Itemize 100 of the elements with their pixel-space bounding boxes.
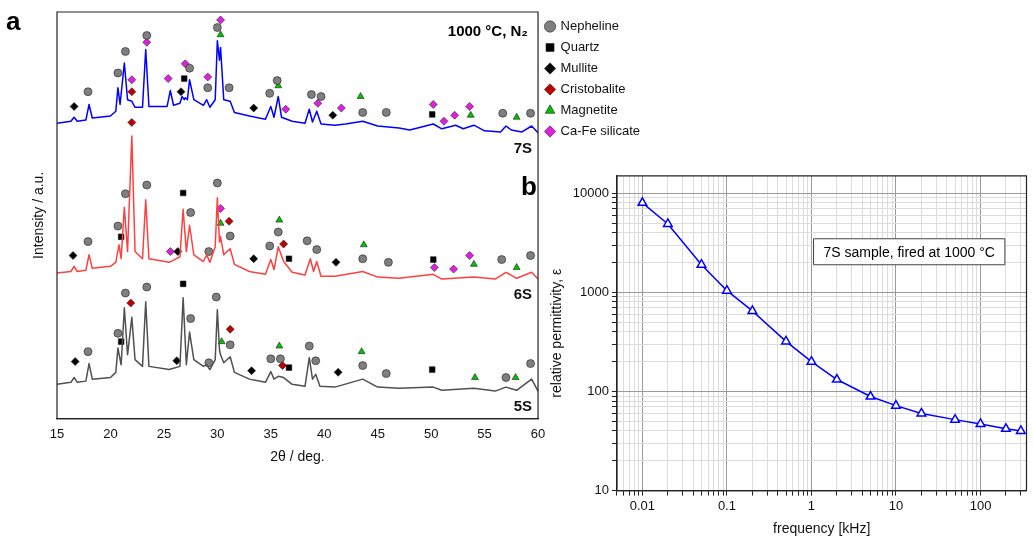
x-tick-label: 35 <box>263 425 279 441</box>
point <box>331 258 341 267</box>
point <box>225 340 235 350</box>
x-tick-label: 50 <box>423 425 439 441</box>
legend-label: Mullite <box>560 60 599 76</box>
point <box>337 103 346 113</box>
point <box>266 354 276 364</box>
point <box>225 231 235 241</box>
point <box>430 263 439 272</box>
point <box>216 30 225 38</box>
x-tick-label: 55 <box>477 425 492 441</box>
point <box>247 366 256 376</box>
point <box>83 237 93 246</box>
point <box>127 87 137 97</box>
point <box>163 74 173 83</box>
series-label: 5S <box>513 397 533 415</box>
x-tick-label: 45 <box>370 425 385 441</box>
point <box>512 263 521 270</box>
point <box>272 76 282 85</box>
point <box>316 92 326 101</box>
point <box>83 347 93 356</box>
point <box>69 102 79 111</box>
x-tick-label: 0.1 <box>717 497 736 513</box>
point <box>333 368 343 377</box>
point <box>313 98 323 108</box>
point <box>526 359 535 368</box>
point <box>307 90 316 99</box>
point <box>450 110 459 120</box>
point <box>429 111 436 118</box>
point <box>526 108 535 118</box>
point <box>285 255 293 262</box>
point <box>265 89 275 98</box>
point <box>213 23 222 32</box>
legend-label: Quartz <box>560 39 600 55</box>
point <box>142 180 152 190</box>
point <box>180 280 187 287</box>
legend-label: Ca-Fe silicate <box>560 123 640 139</box>
point <box>180 59 190 69</box>
point <box>142 31 152 40</box>
y-tick-label: 1000 <box>580 283 609 299</box>
annotation: 7S sample, fired at 1000 °C <box>823 243 995 260</box>
point <box>285 364 293 371</box>
point <box>360 240 368 248</box>
point <box>249 103 258 113</box>
x-tick-label: 10 <box>888 497 904 513</box>
point <box>356 92 365 99</box>
point <box>311 356 320 366</box>
point <box>83 87 93 97</box>
point <box>176 87 186 97</box>
point <box>172 356 182 366</box>
point <box>357 347 366 354</box>
text: a <box>6 6 21 36</box>
point <box>471 373 479 380</box>
y-tick-label: 100 <box>587 383 609 399</box>
legend-label: Cristobalite <box>560 81 626 97</box>
point <box>358 108 368 117</box>
point <box>449 264 458 274</box>
point <box>429 366 436 373</box>
point <box>213 178 222 188</box>
point <box>302 236 312 246</box>
point <box>203 83 213 93</box>
x-tick-label: 15 <box>49 425 65 441</box>
point <box>121 189 130 199</box>
point <box>203 72 213 82</box>
point <box>328 110 338 120</box>
point <box>312 245 322 254</box>
point <box>216 15 225 25</box>
point <box>265 241 275 251</box>
point <box>384 258 393 267</box>
point <box>180 189 187 197</box>
x-axis-title: frequency [kHz] <box>773 520 871 537</box>
y-tick-label: 10000 <box>572 184 609 200</box>
x-tick-label: 0.01 <box>629 497 656 513</box>
x-tick-label: 20 <box>103 425 118 441</box>
point <box>275 341 284 349</box>
series-label: 6S <box>513 285 533 303</box>
point <box>113 328 123 338</box>
point <box>304 341 314 351</box>
point <box>428 100 438 109</box>
point <box>211 292 221 302</box>
point <box>186 208 195 217</box>
x-tick-label: 60 <box>530 425 546 441</box>
x-tick-label: 1 <box>807 497 816 513</box>
point <box>126 298 136 308</box>
annotation: 1000 °C, N₂ <box>447 22 529 39</box>
point <box>279 239 288 249</box>
point <box>181 75 188 82</box>
point <box>68 251 78 260</box>
point <box>70 357 80 366</box>
legend-label: Nepheline <box>560 18 620 34</box>
x-tick-label: 25 <box>156 425 172 441</box>
point <box>497 255 506 264</box>
point <box>381 369 391 378</box>
point <box>186 314 195 323</box>
x-tick-label: 40 <box>317 425 332 441</box>
point <box>276 354 285 364</box>
point <box>185 63 194 73</box>
point <box>249 254 258 264</box>
point <box>466 110 475 118</box>
point <box>512 112 521 120</box>
